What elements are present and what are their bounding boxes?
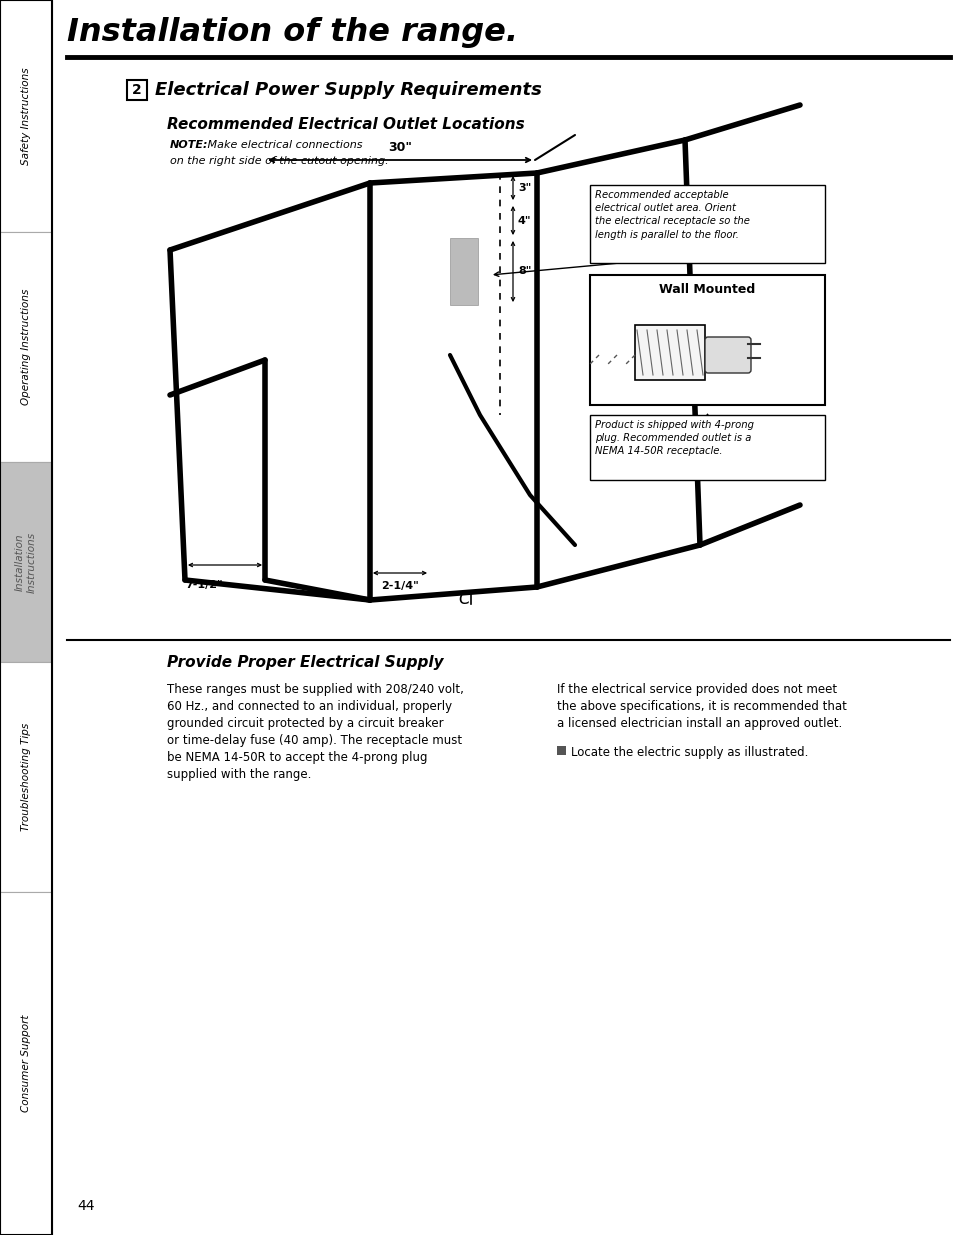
Bar: [0, 892, 52, 1235]
Text: Recommended acceptable
electrical outlet area. Orient
the electrical receptacle : Recommended acceptable electrical outlet…: [595, 190, 749, 240]
Text: 7-1/2": 7-1/2": [185, 580, 222, 590]
Text: a licensed electrician install an approved outlet.: a licensed electrician install an approv…: [557, 718, 841, 730]
Text: or time-delay fuse (40 amp). The receptacle must: or time-delay fuse (40 amp). The recepta…: [167, 734, 461, 747]
Text: supplied with the range.: supplied with the range.: [167, 768, 311, 781]
Text: Wall Mounted: Wall Mounted: [659, 283, 755, 296]
Text: Consumer Support: Consumer Support: [21, 1015, 30, 1113]
Bar: [635, 325, 704, 380]
Text: $\mathit{C}$: $\mathit{C}$: [457, 590, 472, 608]
Text: If the electrical service provided does not meet: If the electrical service provided does …: [557, 683, 836, 697]
Text: Recommended Electrical Outlet Locations: Recommended Electrical Outlet Locations: [167, 117, 524, 132]
Text: 2-1/4": 2-1/4": [381, 580, 418, 592]
Text: Product is shipped with 4-prong
plug. Recommended outlet is a
NEMA 14-50R recept: Product is shipped with 4-prong plug. Re…: [595, 420, 753, 457]
Bar: [0, 662, 52, 892]
Bar: [0, 0, 52, 1235]
Bar: [589, 275, 824, 405]
Text: Operating Instructions: Operating Instructions: [21, 289, 30, 405]
Bar: [127, 80, 147, 100]
Text: 8": 8": [517, 267, 531, 277]
Text: the above specifications, it is recommended that: the above specifications, it is recommen…: [557, 700, 846, 713]
Text: Installation
Instructions: Installation Instructions: [15, 531, 37, 593]
Bar: [0, 462, 52, 662]
Text: on the right side of the cutout opening.: on the right side of the cutout opening.: [170, 156, 388, 165]
Text: 2: 2: [132, 83, 142, 98]
Text: 30": 30": [388, 141, 412, 154]
Text: NOTE:: NOTE:: [170, 140, 209, 149]
Text: Provide Proper Electrical Supply: Provide Proper Electrical Supply: [167, 655, 443, 671]
Bar: [0, 232, 52, 462]
Bar: [557, 746, 565, 755]
FancyBboxPatch shape: [704, 337, 750, 373]
Text: Make electrical connections: Make electrical connections: [204, 140, 362, 149]
Bar: [0, 0, 52, 232]
Text: 60 Hz., and connected to an individual, properly: 60 Hz., and connected to an individual, …: [167, 700, 452, 713]
Text: Troubleshooting Tips: Troubleshooting Tips: [21, 722, 30, 831]
Text: Safety Instructions: Safety Instructions: [21, 67, 30, 164]
Text: Electrical Power Supply Requirements: Electrical Power Supply Requirements: [154, 82, 541, 99]
Bar: [589, 185, 824, 263]
Text: 3": 3": [517, 183, 531, 193]
Text: 44: 44: [77, 1199, 94, 1213]
Bar: [450, 238, 477, 305]
Bar: [589, 415, 824, 480]
Text: be NEMA 14-50R to accept the 4-prong plug: be NEMA 14-50R to accept the 4-prong plu…: [167, 751, 427, 764]
Text: 4": 4": [517, 215, 531, 226]
Text: Locate the electric supply as illustrated.: Locate the electric supply as illustrate…: [571, 746, 807, 760]
Text: grounded circuit protected by a circuit breaker: grounded circuit protected by a circuit …: [167, 718, 443, 730]
Text: Installation of the range.: Installation of the range.: [67, 17, 517, 48]
Text: These ranges must be supplied with 208/240 volt,: These ranges must be supplied with 208/2…: [167, 683, 463, 697]
